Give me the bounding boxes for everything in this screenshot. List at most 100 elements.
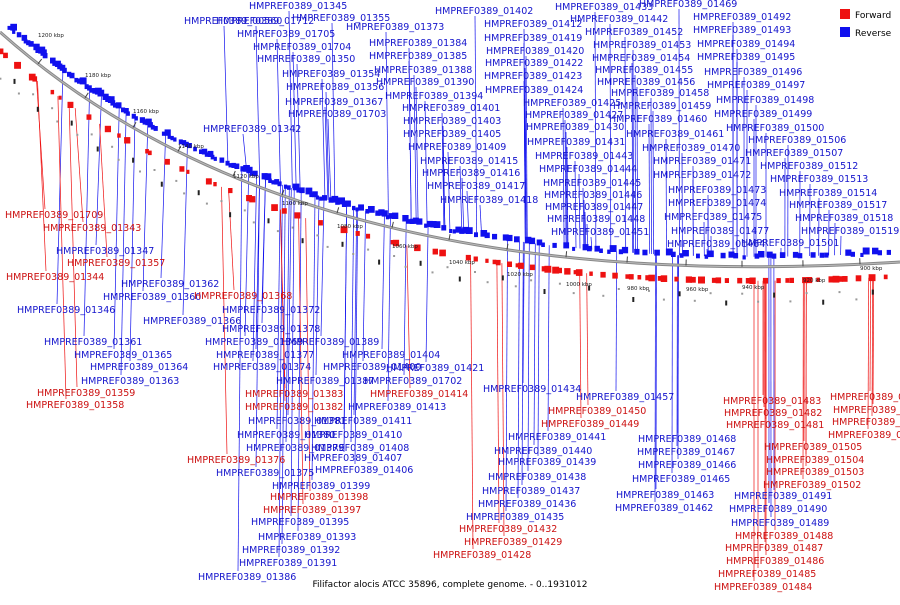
reverse-gene-feature[interactable] — [386, 215, 389, 219]
reverse-gene-label[interactable]: HMPREF0389_01410 — [304, 430, 402, 441]
reverse-gene-label[interactable]: HMPREF0389_01409 — [408, 142, 506, 153]
reverse-gene-label[interactable]: HMPREF0389_01392 — [242, 545, 340, 556]
reverse-gene-feature[interactable] — [284, 185, 287, 189]
reverse-gene-label[interactable]: HMPREF0389_01448 — [547, 214, 645, 225]
forward-gene-feature[interactable] — [869, 274, 876, 281]
reverse-gene-label[interactable]: HMPREF0389_01518 — [795, 213, 893, 224]
reverse-gene-feature[interactable] — [416, 218, 422, 224]
reverse-gene-feature[interactable] — [721, 253, 726, 258]
reverse-gene-feature[interactable] — [441, 225, 446, 230]
forward-gene-feature[interactable] — [228, 188, 232, 193]
forward-gene-feature[interactable] — [576, 269, 583, 276]
reverse-gene-label[interactable]: HMPREF0389_01407 — [304, 453, 402, 464]
forward-gene-feature[interactable] — [3, 53, 8, 58]
reverse-gene-label[interactable]: HMPREF0389_01425 — [523, 98, 621, 109]
reverse-gene-label[interactable]: HMPREF0389_01500 — [726, 123, 824, 134]
forward-gene-label[interactable]: HMPREF0389_01488 — [735, 531, 833, 542]
reverse-gene-feature[interactable] — [743, 255, 746, 259]
forward-gene-feature[interactable] — [179, 166, 184, 172]
forward-gene-label[interactable]: HMPREF0389_01482 — [724, 408, 822, 419]
reverse-gene-label[interactable]: HMPREF0389_01412 — [484, 19, 582, 30]
forward-gene-label[interactable]: HMPREF0389_01505 — [764, 442, 862, 453]
reverse-gene-feature[interactable] — [824, 253, 828, 258]
forward-gene-feature[interactable] — [612, 273, 618, 279]
reverse-gene-label[interactable]: HMPREF0389_01512 — [760, 161, 858, 172]
reverse-gene-label[interactable]: HMPREF0389_01471 — [653, 156, 751, 167]
reverse-gene-label[interactable]: HMPREF0389_01468 — [638, 434, 736, 445]
reverse-gene-label[interactable]: HMPREF0389_01467 — [637, 447, 735, 458]
reverse-gene-label[interactable]: HMPREF0389_01399 — [272, 481, 370, 492]
forward-gene-label[interactable]: HMPREF0389_01428 — [433, 550, 531, 561]
reverse-gene-feature[interactable] — [319, 197, 322, 201]
reverse-gene-feature[interactable] — [552, 243, 556, 248]
reverse-gene-feature[interactable] — [29, 41, 34, 47]
forward-gene-feature[interactable] — [294, 212, 300, 218]
reverse-gene-feature[interactable] — [173, 137, 176, 141]
forward-gene-feature[interactable] — [0, 49, 3, 55]
forward-gene-feature[interactable] — [433, 249, 438, 255]
reverse-gene-label[interactable]: HMPREF0389_01384 — [369, 38, 467, 49]
reverse-gene-label[interactable]: HMPREF0389_01390 — [376, 77, 474, 88]
forward-gene-feature[interactable] — [318, 220, 323, 225]
reverse-gene-feature[interactable] — [268, 179, 272, 183]
reverse-gene-label[interactable]: HMPREF0389_01492 — [693, 12, 791, 23]
forward-gene-feature[interactable] — [690, 277, 695, 283]
forward-gene-label[interactable]: HMPREF0389_01449 — [541, 419, 639, 430]
reverse-gene-label[interactable]: HMPREF0389_01417 — [427, 181, 525, 192]
reverse-gene-label[interactable]: HMPREF0389_01405 — [403, 129, 501, 140]
reverse-gene-feature[interactable] — [514, 236, 520, 242]
forward-gene-feature[interactable] — [124, 137, 130, 143]
forward-gene-label[interactable]: HMPREF0389_01484 — [714, 582, 812, 593]
forward-gene-feature[interactable] — [507, 262, 512, 268]
reverse-gene-label[interactable]: HMPREF0389_01439 — [498, 457, 596, 468]
reverse-gene-label[interactable]: HMPREF0389_01453 — [593, 40, 691, 51]
reverse-gene-feature[interactable] — [793, 252, 799, 258]
reverse-gene-label[interactable]: HMPREF0389_01465 — [632, 474, 730, 485]
reverse-gene-label[interactable]: HMPREF0389_01437 — [482, 486, 580, 497]
reverse-gene-label[interactable]: HMPREF0389_01514 — [779, 188, 877, 199]
forward-gene-feature[interactable] — [725, 278, 729, 283]
forward-gene-label[interactable]: HMPREF0389_01481 — [726, 420, 824, 431]
reverse-gene-label[interactable]: HMPREF0389_01342 — [203, 124, 301, 135]
reverse-gene-feature[interactable] — [10, 24, 17, 31]
reverse-gene-label[interactable]: HMPREF0389_01460 — [609, 114, 707, 125]
reverse-gene-feature[interactable] — [278, 181, 282, 186]
reverse-gene-label[interactable]: HMPREF0389_01401 — [402, 103, 500, 114]
forward-gene-feature[interactable] — [785, 278, 789, 283]
forward-gene-label[interactable]: HMPREF0389_01508 — [828, 430, 900, 441]
forward-gene-feature[interactable] — [439, 250, 446, 257]
reverse-gene-label[interactable]: HMPREF0389_01703 — [288, 109, 386, 120]
reverse-gene-label[interactable]: HMPREF0389_01362 — [121, 279, 219, 290]
reverse-gene-label[interactable]: HMPREF0389_01451 — [551, 227, 649, 238]
reverse-gene-label[interactable]: HMPREF0389_01436 — [478, 499, 576, 510]
reverse-gene-label[interactable]: HMPREF0389_01475 — [664, 212, 762, 223]
reverse-gene-label[interactable]: HMPREF0389_01420 — [486, 46, 584, 57]
reverse-gene-label[interactable]: HMPREF0389_01416 — [422, 168, 520, 179]
reverse-gene-label[interactable]: HMPREF0389_01712 — [216, 16, 314, 27]
forward-gene-feature[interactable] — [518, 263, 524, 269]
reverse-gene-feature[interactable] — [507, 235, 513, 241]
reverse-gene-feature[interactable] — [863, 248, 870, 255]
reverse-gene-label[interactable]: HMPREF0389_01501 — [741, 238, 839, 249]
reverse-gene-label[interactable]: HMPREF0389_01373 — [346, 22, 444, 33]
reverse-gene-label[interactable]: HMPREF0389_01445 — [543, 178, 641, 189]
forward-gene-feature[interactable] — [698, 277, 705, 284]
reverse-gene-label[interactable]: HMPREF0389_01367 — [285, 97, 383, 108]
reverse-gene-label[interactable]: HMPREF0389_01506 — [748, 135, 846, 146]
reverse-gene-feature[interactable] — [634, 249, 639, 255]
reverse-gene-feature[interactable] — [345, 201, 351, 207]
reverse-gene-feature[interactable] — [8, 26, 11, 30]
reverse-gene-feature[interactable] — [154, 126, 158, 131]
forward-gene-feature[interactable] — [14, 62, 21, 69]
reverse-gene-feature[interactable] — [878, 250, 882, 255]
reverse-gene-feature[interactable] — [368, 206, 375, 213]
reverse-gene-label[interactable]: HMPREF0389_01402 — [435, 6, 533, 17]
reverse-gene-label[interactable]: HMPREF0389_01489 — [731, 518, 829, 529]
reverse-gene-label[interactable]: HMPREF0389_01457 — [576, 392, 674, 403]
reverse-gene-label[interactable]: HMPREF0389_01496 — [704, 67, 802, 78]
forward-gene-feature[interactable] — [213, 182, 216, 186]
reverse-gene-feature[interactable] — [887, 250, 891, 255]
reverse-gene-feature[interactable] — [587, 246, 592, 251]
reverse-gene-label[interactable]: HMPREF0389_01459 — [613, 101, 711, 112]
reverse-gene-label[interactable]: HMPREF0389_01350 — [257, 54, 355, 65]
